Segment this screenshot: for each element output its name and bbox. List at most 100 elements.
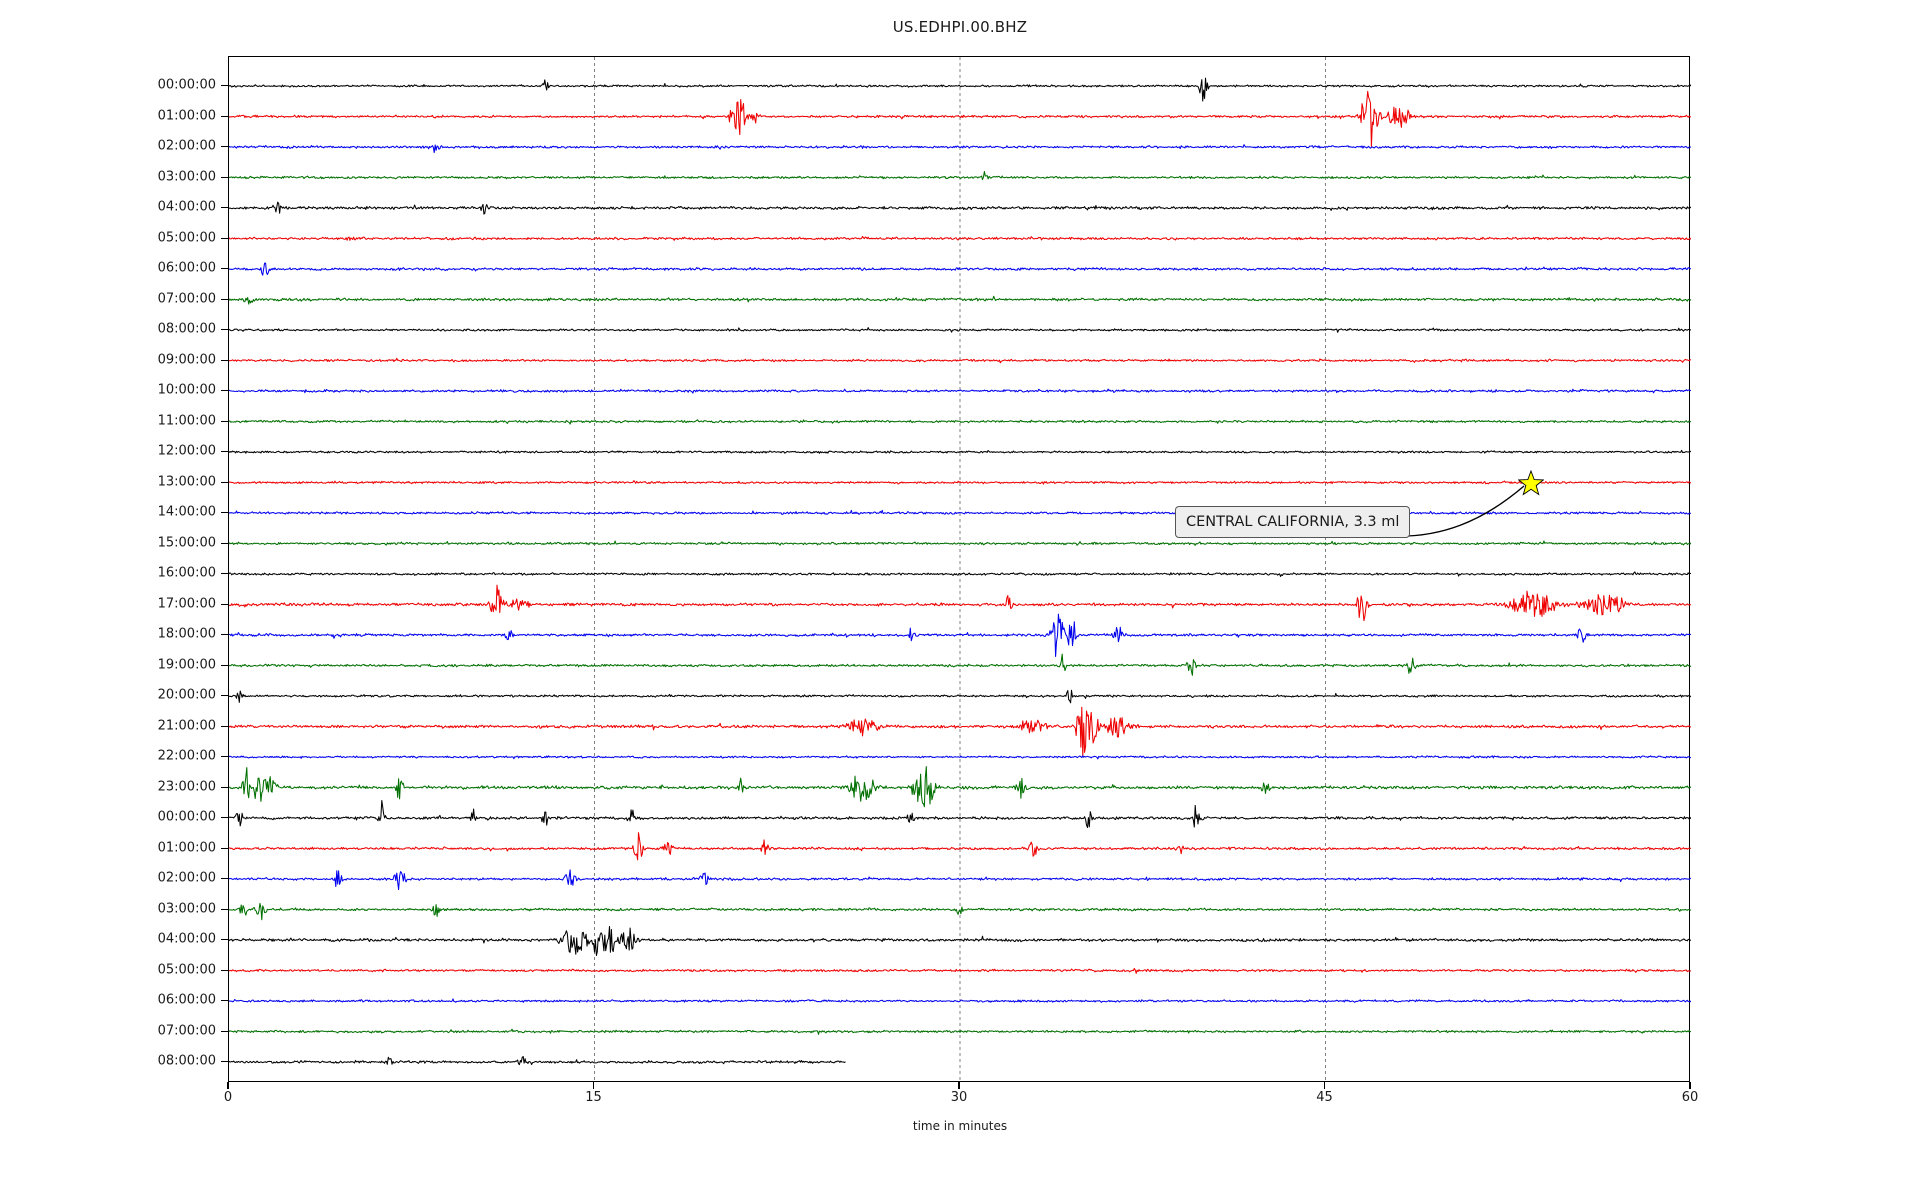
y-tick-mark <box>221 725 229 727</box>
y-tick-mark <box>221 1030 229 1032</box>
y-tick-label: 01:00:00 <box>157 840 216 855</box>
y-tick-mark <box>221 573 229 575</box>
y-tick-label: 02:00:00 <box>157 870 216 886</box>
y-tick-mark <box>221 664 229 666</box>
trace-row <box>229 540 1691 546</box>
y-tick-label: 07:00:00 <box>157 291 216 306</box>
y-tick-mark <box>221 298 229 300</box>
y-tick-mark <box>221 756 229 758</box>
y-tick-mark <box>221 695 229 697</box>
trace-row <box>229 170 1691 181</box>
trace-row <box>229 295 1691 305</box>
trace-row <box>229 144 1691 154</box>
trace-row <box>229 584 1691 622</box>
plot-axes <box>228 56 1691 1083</box>
event-annotation-text: CENTRAL CALIFORNIA, 3.3 ml <box>1186 514 1400 530</box>
trace-row <box>229 478 1691 490</box>
trace-row <box>229 449 1691 454</box>
y-tick-label: 02:00:00 <box>157 138 216 154</box>
trace-row <box>229 799 1691 829</box>
y-tick-mark <box>221 237 229 239</box>
x-tick-label: 30 <box>950 1090 968 1105</box>
trace-row <box>229 235 1691 241</box>
x-tick-label: 15 <box>585 1090 602 1105</box>
y-tick-label: 15:00:00 <box>157 535 216 550</box>
y-tick-mark <box>221 878 229 880</box>
y-tick-label: 20:00:00 <box>157 687 216 703</box>
page-title: US.EDHPI.00.BHZ <box>892 18 1028 36</box>
trace-row <box>229 1055 846 1066</box>
y-tick-mark <box>221 85 229 87</box>
trace-row <box>229 77 1691 102</box>
trace-row <box>229 832 1691 861</box>
trace-row <box>229 998 1691 1003</box>
y-tick-mark <box>221 359 229 361</box>
y-tick-mark <box>221 481 229 483</box>
y-tick-mark <box>221 969 229 971</box>
x-tick-mark <box>958 1082 960 1089</box>
y-tick-mark <box>221 542 229 544</box>
trace-row <box>229 419 1691 425</box>
trace-row <box>229 613 1691 658</box>
y-tick-label: 01:00:00 <box>157 108 216 123</box>
trace-row <box>229 706 1691 758</box>
trace-row <box>229 689 1691 704</box>
y-tick-label: 00:00:00 <box>157 77 216 93</box>
y-tick-mark <box>221 146 229 148</box>
trace-row <box>229 327 1691 333</box>
trace-row <box>229 201 1691 215</box>
y-tick-label: 06:00:00 <box>157 260 216 276</box>
y-tick-label: 11:00:00 <box>157 413 216 428</box>
y-tick-label: 05:00:00 <box>157 230 216 245</box>
event-annotation-box[interactable]: CENTRAL CALIFORNIA, 3.3 ml <box>1175 506 1411 538</box>
trace-row <box>229 925 1691 957</box>
y-tick-mark <box>221 176 229 178</box>
x-tick-label: 0 <box>223 1090 233 1105</box>
y-tick-label: 10:00:00 <box>157 382 216 398</box>
y-tick-mark <box>221 512 229 514</box>
y-tick-label: 21:00:00 <box>157 718 216 733</box>
y-tick-mark <box>221 908 229 910</box>
trace-row <box>229 90 1691 148</box>
y-tick-label: 03:00:00 <box>157 169 216 184</box>
y-tick-label: 17:00:00 <box>157 596 216 611</box>
y-tick-mark <box>221 847 229 849</box>
trace-row <box>229 967 1691 974</box>
trace-row <box>229 262 1691 276</box>
earthquake-star-marker <box>1518 470 1544 496</box>
y-tick-mark <box>221 786 229 788</box>
x-tick-label: 60 <box>1681 1090 1699 1105</box>
y-tick-label: 12:00:00 <box>157 443 216 459</box>
trace-row <box>229 357 1691 364</box>
y-tick-label: 03:00:00 <box>157 901 216 916</box>
y-tick-label: 14:00:00 <box>157 504 216 520</box>
trace-row <box>229 1028 1691 1035</box>
y-tick-mark <box>221 939 229 941</box>
y-tick-mark <box>221 603 229 605</box>
y-tick-mark <box>221 420 229 422</box>
y-tick-mark <box>221 1061 229 1063</box>
y-tick-label: 23:00:00 <box>157 779 216 794</box>
trace-row <box>229 653 1691 676</box>
trace-row <box>229 388 1691 394</box>
y-tick-label: 09:00:00 <box>157 352 216 367</box>
y-tick-mark <box>221 390 229 392</box>
x-tick-mark <box>1323 1082 1326 1089</box>
y-tick-label: 06:00:00 <box>157 992 216 1008</box>
y-tick-label: 22:00:00 <box>157 748 216 764</box>
x-tick-mark <box>1689 1082 1691 1089</box>
x-tick-label: 45 <box>1316 1090 1333 1105</box>
y-tick-label: 18:00:00 <box>157 626 216 642</box>
y-tick-label: 08:00:00 <box>157 1053 216 1069</box>
y-tick-mark <box>221 207 229 209</box>
x-tick-mark <box>592 1082 595 1089</box>
y-tick-label: 08:00:00 <box>157 321 216 337</box>
y-tick-mark <box>221 115 229 117</box>
y-tick-label: 04:00:00 <box>157 931 216 947</box>
y-tick-mark <box>221 634 229 636</box>
y-tick-mark <box>221 817 229 819</box>
y-tick-mark <box>221 1000 229 1002</box>
y-tick-label: 07:00:00 <box>157 1023 216 1038</box>
trace-row <box>229 571 1691 578</box>
